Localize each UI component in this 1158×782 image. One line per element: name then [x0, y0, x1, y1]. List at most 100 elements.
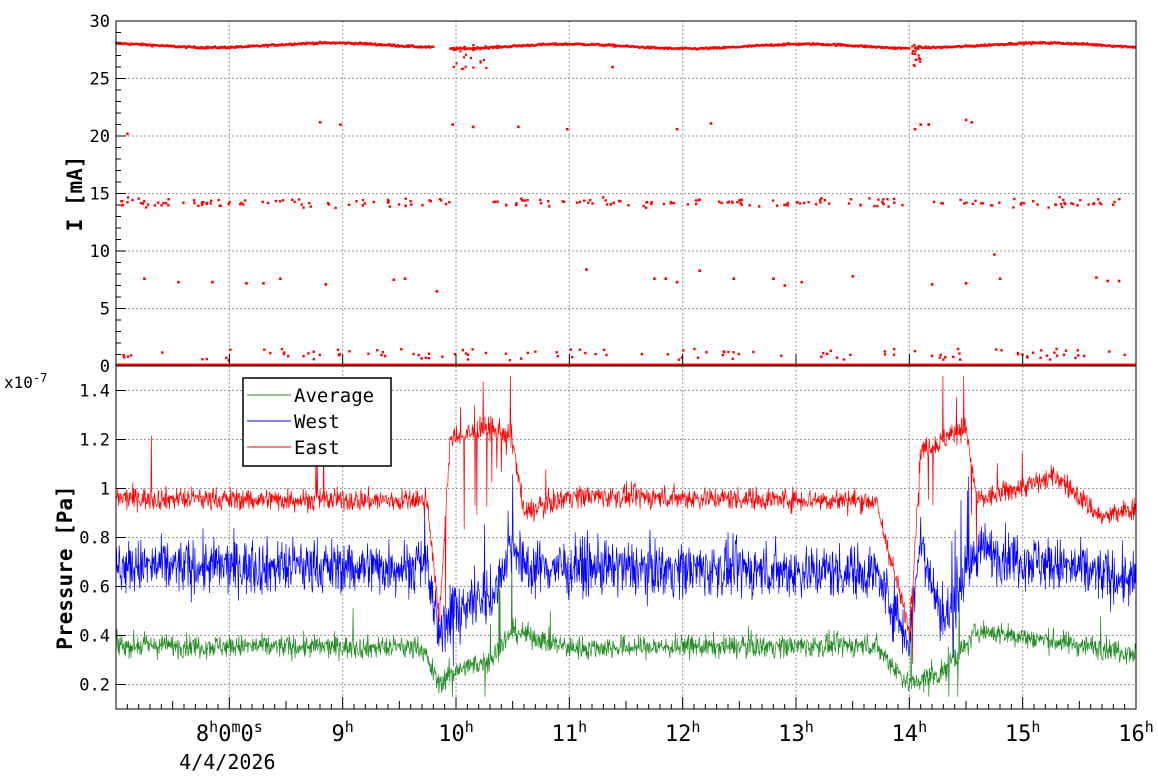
- current-point: [886, 197, 889, 201]
- current-point: [911, 51, 914, 54]
- current-point: [1069, 42, 1073, 45]
- current-point: [519, 357, 523, 360]
- current-point: [877, 198, 880, 201]
- current-point: [617, 199, 621, 203]
- current-point: [893, 201, 896, 204]
- current-point: [424, 356, 428, 359]
- current-point: [705, 351, 708, 354]
- current-y-tick-label: 30: [90, 12, 110, 32]
- current-point: [383, 354, 387, 358]
- current-point: [309, 205, 312, 208]
- current-point: [913, 127, 917, 131]
- current-point: [697, 199, 700, 202]
- current-point: [849, 198, 853, 201]
- current-point: [1025, 355, 1029, 358]
- current-point: [1000, 349, 1003, 352]
- current-point: [318, 353, 321, 357]
- current-point: [192, 199, 196, 202]
- current-point: [958, 352, 961, 355]
- current-point: [646, 45, 650, 48]
- current-point: [796, 43, 799, 47]
- exponent-base: x10: [4, 373, 33, 392]
- current-point: [504, 352, 508, 355]
- current-point: [343, 41, 346, 44]
- current-point: [534, 350, 537, 353]
- current-point: [731, 357, 734, 360]
- current-point: [1049, 42, 1052, 45]
- current-point: [202, 201, 205, 204]
- current-point: [1019, 41, 1022, 44]
- current-point: [1058, 195, 1061, 199]
- current-point: [914, 50, 917, 53]
- current-point: [496, 44, 499, 47]
- current-point: [1082, 354, 1086, 358]
- current-point: [240, 201, 243, 205]
- current-point: [347, 203, 351, 206]
- current-point: [1071, 202, 1075, 206]
- current-point: [722, 45, 725, 49]
- current-point: [243, 199, 247, 202]
- x-tick-label: 8h0m0s: [196, 718, 263, 747]
- current-point: [239, 203, 242, 206]
- current-point: [780, 354, 783, 357]
- current-point: [479, 60, 482, 63]
- current-point: [200, 203, 204, 206]
- current-point: [569, 348, 572, 351]
- current-point: [797, 42, 800, 45]
- current-point: [672, 201, 676, 205]
- current-point: [892, 347, 896, 351]
- current-point: [209, 202, 212, 205]
- current-point: [441, 355, 444, 358]
- current-point: [927, 45, 930, 48]
- current-point: [1016, 353, 1020, 356]
- current-point: [122, 354, 125, 357]
- current-point: [452, 65, 455, 69]
- current-point: [718, 200, 721, 203]
- current-point: [289, 42, 293, 46]
- current-point: [591, 202, 594, 205]
- current-point: [363, 42, 366, 45]
- current-point: [677, 358, 681, 361]
- current-point: [770, 43, 773, 46]
- x-axis-ticks: 8h0m0s 9h 10h 11h 12h 13h 14h 15h 16h: [126, 354, 1154, 747]
- pressure-y-tick-label: 0.6: [79, 578, 110, 598]
- current-point: [748, 204, 751, 207]
- current-point: [1076, 204, 1079, 207]
- current-point: [727, 200, 731, 204]
- current-point: [209, 199, 213, 202]
- current-point: [1123, 353, 1126, 357]
- current-point: [1032, 200, 1035, 203]
- current-y-ticks: 0 5 10 15 20 25 30: [90, 12, 126, 377]
- current-point: [959, 198, 962, 202]
- current-point: [911, 45, 914, 48]
- current-point: [938, 356, 942, 359]
- pressure-y-tick-label: 1.2: [79, 431, 110, 451]
- current-y-axis-label: I [mA]: [63, 156, 87, 232]
- current-point: [1039, 40, 1042, 44]
- current-point: [930, 283, 934, 286]
- current-point: [1020, 201, 1023, 205]
- current-point: [380, 353, 383, 357]
- current-point: [705, 46, 709, 50]
- current-point: [396, 43, 400, 47]
- current-point: [958, 44, 961, 48]
- current-point: [807, 201, 810, 204]
- current-point: [520, 199, 524, 202]
- pressure-series-east: [115, 375, 1137, 664]
- current-point: [912, 49, 915, 52]
- current-point: [307, 201, 311, 205]
- current-point: [206, 45, 209, 48]
- current-point: [738, 199, 741, 202]
- current-point: [219, 204, 222, 208]
- current-point: [1086, 42, 1089, 45]
- current-point: [464, 352, 468, 355]
- current-point: [723, 350, 726, 354]
- current-point: [1055, 354, 1059, 357]
- current-point: [143, 199, 146, 203]
- current-point: [504, 204, 508, 207]
- current-point: [562, 200, 566, 204]
- current-point: [650, 201, 653, 204]
- current-point: [390, 44, 393, 48]
- current-point: [578, 348, 582, 351]
